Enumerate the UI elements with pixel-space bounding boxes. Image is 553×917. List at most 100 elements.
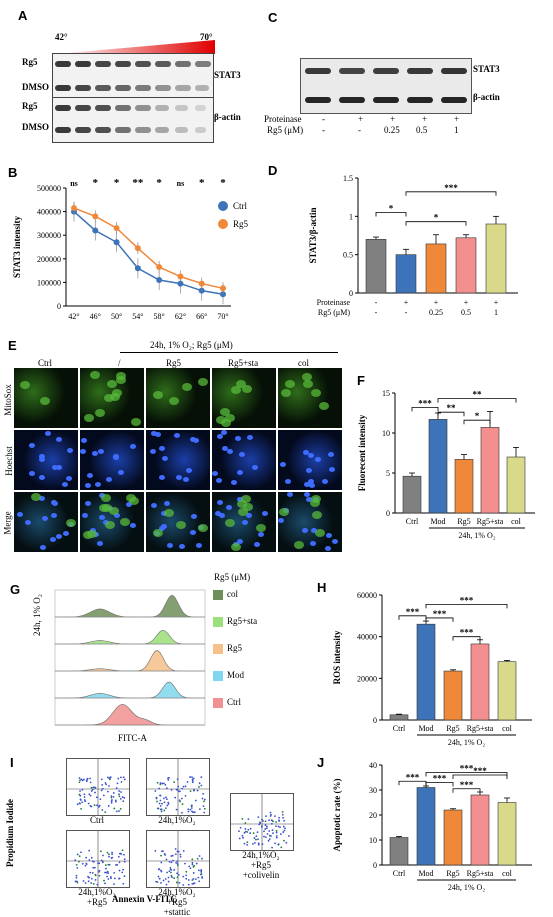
histogram-col bbox=[54, 594, 206, 618]
series-line-ctrl bbox=[73, 211, 224, 295]
y-tick-label: 400000 bbox=[37, 208, 61, 217]
nucleus-dot bbox=[216, 499, 223, 505]
event-dot bbox=[79, 790, 81, 792]
row-value: - bbox=[405, 308, 408, 317]
nucleus-dot bbox=[278, 518, 284, 524]
mitosox-signal bbox=[311, 495, 322, 504]
event-dot bbox=[201, 857, 203, 860]
flow-plot-label: 24h,1%O₂ bbox=[158, 815, 196, 825]
mitosox-signal bbox=[279, 508, 290, 517]
nucleus-dot bbox=[241, 520, 248, 526]
event-dot bbox=[278, 816, 281, 819]
nucleus-dot bbox=[29, 471, 36, 477]
event-dot bbox=[275, 836, 278, 839]
event-dot bbox=[275, 835, 278, 837]
event-dot bbox=[96, 883, 99, 886]
blot-band bbox=[75, 61, 91, 67]
event-dot bbox=[108, 785, 110, 787]
event-dot bbox=[100, 778, 103, 781]
event-dot bbox=[266, 825, 268, 828]
event-dot bbox=[179, 856, 182, 858]
nucleus-dot bbox=[113, 513, 120, 519]
nucleus-dot bbox=[305, 467, 312, 473]
event-dot bbox=[122, 882, 125, 885]
event-dot bbox=[175, 862, 178, 864]
nucleus-dot bbox=[65, 476, 72, 482]
event-dot bbox=[262, 820, 264, 822]
event-dot bbox=[95, 796, 98, 799]
event-dot bbox=[162, 879, 165, 882]
x-tick-label: col bbox=[502, 724, 513, 733]
blot-a-row-label-2: DMSO bbox=[22, 82, 49, 92]
mitosox-signal bbox=[225, 519, 236, 528]
event-dot bbox=[247, 818, 250, 821]
blot-band bbox=[407, 97, 433, 103]
x-tick-label: 46° bbox=[90, 312, 101, 321]
blot-band bbox=[195, 61, 211, 67]
nucleus-dot bbox=[258, 532, 265, 538]
event-dot bbox=[154, 850, 157, 852]
event-dot bbox=[201, 877, 203, 879]
event-dot bbox=[161, 782, 164, 785]
panel-letter-a: A bbox=[18, 8, 28, 23]
event-dot bbox=[106, 870, 109, 873]
event-dot bbox=[109, 875, 112, 878]
event-dot bbox=[92, 860, 95, 863]
nucleus-dot bbox=[16, 511, 23, 517]
event-dot bbox=[264, 820, 267, 823]
event-dot bbox=[90, 882, 93, 884]
mitosox-signal bbox=[128, 497, 139, 506]
event-dot bbox=[246, 841, 249, 844]
bar bbox=[389, 837, 409, 866]
histogram-legend-label: col bbox=[227, 589, 238, 599]
event-dot bbox=[256, 831, 259, 834]
event-dot bbox=[118, 869, 121, 872]
event-dot bbox=[187, 879, 190, 881]
event-dot bbox=[89, 781, 92, 784]
event-dot bbox=[191, 879, 194, 881]
blot-c-rg5-value: - bbox=[358, 125, 361, 135]
significance-mark: *** bbox=[460, 628, 474, 638]
microscopy-image-hoechst-4 bbox=[212, 430, 276, 490]
blot-band bbox=[55, 105, 71, 111]
event-dot bbox=[243, 831, 246, 834]
event-dot bbox=[158, 802, 161, 805]
nucleus-dot bbox=[307, 452, 314, 458]
event-dot bbox=[159, 805, 162, 807]
event-dot bbox=[261, 843, 264, 846]
event-dot bbox=[271, 829, 274, 832]
x-tick-label: col bbox=[511, 517, 522, 526]
nucleus-dot bbox=[190, 530, 197, 536]
blot-band bbox=[155, 127, 170, 133]
event-dot bbox=[170, 861, 173, 864]
nucleus-dot bbox=[126, 501, 133, 507]
y-axis-label: Fluorecent intensity bbox=[357, 414, 367, 491]
mitosox-signal bbox=[197, 377, 208, 386]
y-tick-label: 20 bbox=[369, 811, 377, 820]
histogram-legend-title: Rg5 (μM) bbox=[214, 572, 251, 582]
y-tick-label: 100000 bbox=[37, 278, 61, 287]
blot-c-proteinase-label: Proteinase bbox=[264, 114, 302, 124]
data-point bbox=[92, 227, 99, 234]
event-dot bbox=[176, 876, 179, 879]
nucleus-dot bbox=[284, 478, 291, 484]
event-dot bbox=[78, 781, 81, 784]
nucleus-dot bbox=[163, 500, 170, 506]
x-tick-label: 66° bbox=[196, 312, 207, 321]
histogram-frame bbox=[54, 616, 206, 645]
significance-mark: *** bbox=[418, 398, 432, 408]
flow-y-label: Propidium Iodide bbox=[5, 798, 16, 868]
mitosox-signal bbox=[220, 408, 231, 417]
event-dot bbox=[174, 853, 177, 856]
event-dot bbox=[249, 827, 252, 830]
mitosox-signal bbox=[153, 528, 164, 537]
event-dot bbox=[155, 796, 158, 799]
nucleus-dot bbox=[38, 456, 45, 462]
event-dot bbox=[122, 776, 125, 779]
bar bbox=[455, 237, 477, 294]
event-dot bbox=[164, 878, 167, 880]
event-dot bbox=[154, 790, 157, 792]
event-dot bbox=[177, 785, 180, 788]
event-dot bbox=[104, 864, 107, 867]
event-dot bbox=[241, 834, 244, 837]
